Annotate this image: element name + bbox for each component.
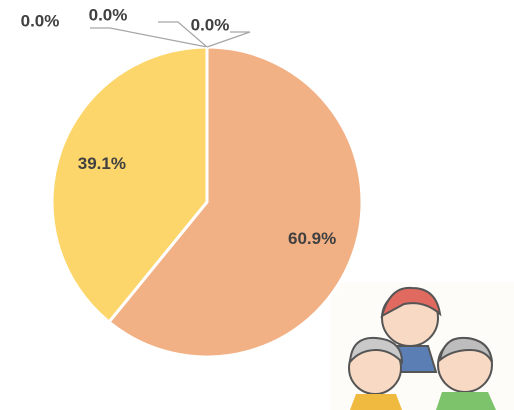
slice-label: 0.0% [191,15,230,34]
leader-line [90,28,207,47]
slice-label: 39.1% [78,154,126,173]
slice-label: 0.0% [89,5,128,24]
slice-label: 60.9% [288,229,336,248]
illustration [330,282,514,410]
slice-label: 0.0% [21,11,60,30]
chart: 60.9% 39.1% 0.0% 0.0% 0.0% [0,0,514,410]
